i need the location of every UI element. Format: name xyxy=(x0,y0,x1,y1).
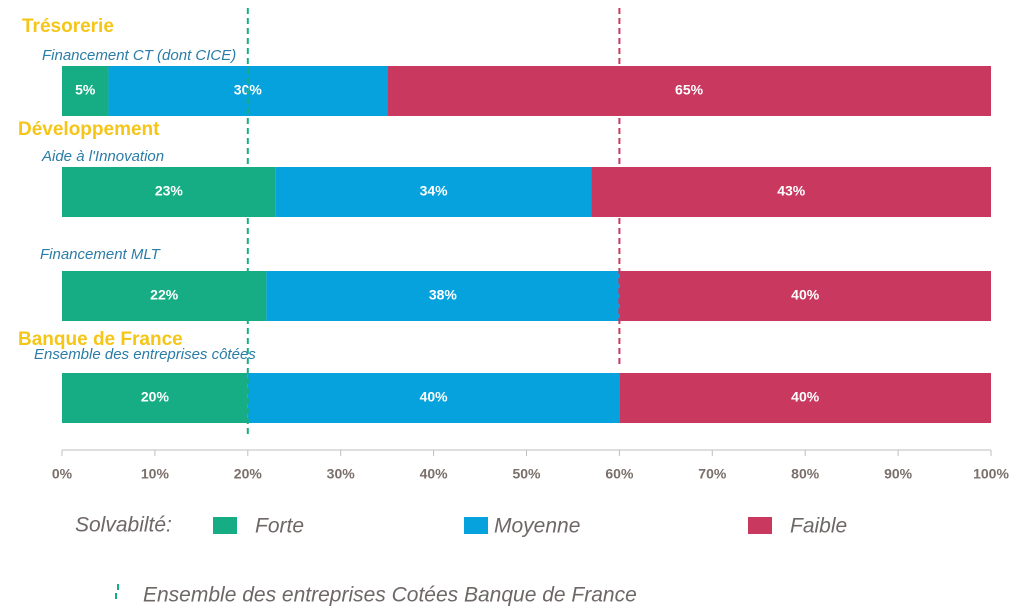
x-tick-label: 0% xyxy=(52,466,73,482)
bar-segment xyxy=(619,373,991,423)
value-label: 40% xyxy=(420,389,449,405)
x-tick-label: 40% xyxy=(420,466,449,482)
bar-segment xyxy=(247,373,620,423)
legend-title: Solvabilté: xyxy=(75,514,172,537)
bar-segment xyxy=(62,66,109,116)
bar-segment xyxy=(591,167,991,217)
category-label: Financement CT (dont CICE) xyxy=(42,47,236,64)
bar-segment xyxy=(266,271,620,321)
reference-note: Ensemble des entreprises Cotées Banque d… xyxy=(143,584,637,607)
value-label: 22% xyxy=(150,287,179,303)
x-tick-label: 50% xyxy=(512,466,541,482)
x-tick-label: 80% xyxy=(791,466,820,482)
category-label: Aide à l'Innovation xyxy=(41,148,164,165)
x-tick-label: 100% xyxy=(973,466,1009,482)
group-label: Banque de France xyxy=(18,329,183,350)
bar-segment xyxy=(62,373,248,423)
x-tick-label: 70% xyxy=(698,466,727,482)
value-label: 20% xyxy=(141,389,170,405)
x-tick-label: 20% xyxy=(234,466,263,482)
value-label: 40% xyxy=(791,287,820,303)
value-label: 23% xyxy=(155,183,184,199)
x-tick-label: 10% xyxy=(141,466,170,482)
group-label: Développement xyxy=(18,119,160,140)
bar-segment xyxy=(62,271,267,321)
x-tick-label: 30% xyxy=(327,466,356,482)
value-label: 5% xyxy=(75,82,96,98)
legend-label: Faible xyxy=(790,515,847,538)
legend-label: Moyenne xyxy=(494,515,580,538)
bar-segment xyxy=(62,167,276,217)
value-label: 34% xyxy=(420,183,449,199)
x-tick-label: 60% xyxy=(605,466,634,482)
reference-note-icon xyxy=(115,584,119,599)
bar-segment xyxy=(387,66,991,116)
category-label: Ensemble des entreprises côtées xyxy=(34,346,256,363)
legend-swatch xyxy=(464,517,488,534)
value-label: 43% xyxy=(777,183,806,199)
legend-swatch xyxy=(748,517,772,534)
category-label: Financement MLT xyxy=(40,246,162,263)
x-tick-label: 90% xyxy=(884,466,913,482)
value-label: 40% xyxy=(791,389,820,405)
legend-swatch xyxy=(213,517,237,534)
group-label: Trésorerie xyxy=(22,16,114,37)
legend-label: Forte xyxy=(255,515,304,538)
value-label: 38% xyxy=(429,287,458,303)
value-label: 65% xyxy=(675,82,704,98)
bar-segment xyxy=(619,271,991,321)
bar-segment xyxy=(275,167,592,217)
